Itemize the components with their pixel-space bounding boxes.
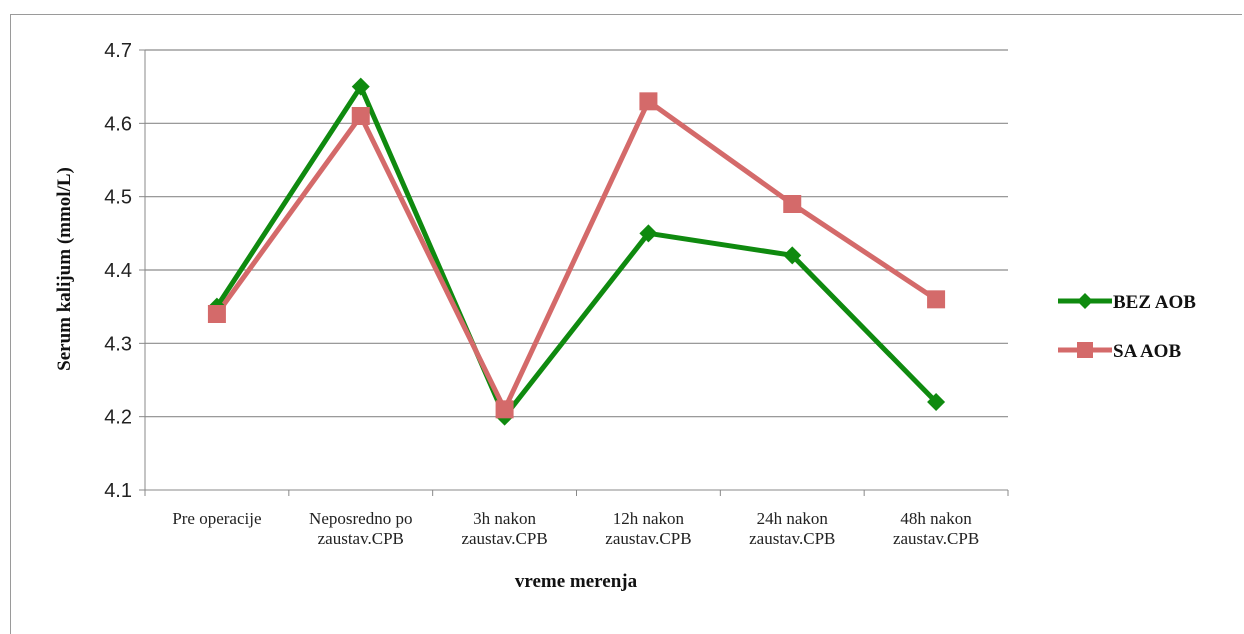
data-point bbox=[207, 305, 226, 323]
data-point bbox=[1077, 342, 1093, 358]
data-point bbox=[639, 224, 658, 243]
series-line bbox=[214, 84, 938, 420]
data-point bbox=[351, 107, 370, 125]
y-tick-label: 4.7 bbox=[104, 40, 132, 62]
y-tick-labels: 4.1 4.2 4.3 4.4 4.5 4.6 4.7 bbox=[104, 40, 132, 502]
data-point bbox=[927, 290, 946, 309]
x-tick-labels: Pre operacije Neposredno po zaustav.CPB 3h … bbox=[172, 509, 979, 548]
y-tick-label: 4.1 bbox=[104, 480, 132, 502]
data-point bbox=[639, 92, 658, 111]
x-axis-title: vreme merenja bbox=[515, 571, 638, 592]
x-tick-label: 12h nakon zaustav.CPB bbox=[605, 509, 691, 548]
data-point bbox=[495, 400, 514, 419]
axes bbox=[139, 49, 1009, 496]
data-point bbox=[927, 393, 946, 411]
y-axis-title: Serum kalijum (mmol/L) bbox=[54, 167, 75, 371]
data-point bbox=[351, 77, 370, 96]
data-point bbox=[1077, 293, 1093, 309]
series-markers bbox=[207, 92, 946, 419]
x-tick-label: Pre operacije bbox=[172, 509, 261, 528]
y-tick-label: 4.3 bbox=[104, 333, 132, 355]
series-line bbox=[214, 98, 938, 412]
grid-lines bbox=[145, 49, 1008, 418]
x-tick-label: 24h nakon zaustav.CPB bbox=[749, 509, 835, 548]
chart-frame bbox=[10, 14, 1242, 634]
y-tick-label: 4.4 bbox=[104, 260, 132, 282]
series-group bbox=[207, 77, 946, 426]
legend: BEZ AOB SA AOB bbox=[1058, 292, 1196, 362]
x-tick-label: Neposredno po zaustav.CPB bbox=[309, 509, 412, 548]
legend-label: BEZ AOB bbox=[1113, 292, 1196, 313]
y-tick-label: 4.2 bbox=[104, 407, 132, 429]
line-chart: 4.1 4.2 4.3 4.4 4.5 4.6 4.7 Pre operacije Nepos… bbox=[54, 40, 1196, 592]
data-point bbox=[783, 195, 802, 213]
data-point bbox=[783, 246, 802, 265]
y-tick-label: 4.5 bbox=[104, 187, 132, 209]
y-tick-label: 4.6 bbox=[104, 113, 132, 135]
x-tick-label: 48h nakon zaustav.CPB bbox=[893, 509, 979, 548]
legend-item: BEZ AOB bbox=[1058, 292, 1196, 313]
x-tick-label: 3h nakon zaustav.CPB bbox=[461, 509, 547, 548]
legend-item: SA AOB bbox=[1058, 341, 1181, 362]
legend-label: SA AOB bbox=[1113, 341, 1181, 362]
